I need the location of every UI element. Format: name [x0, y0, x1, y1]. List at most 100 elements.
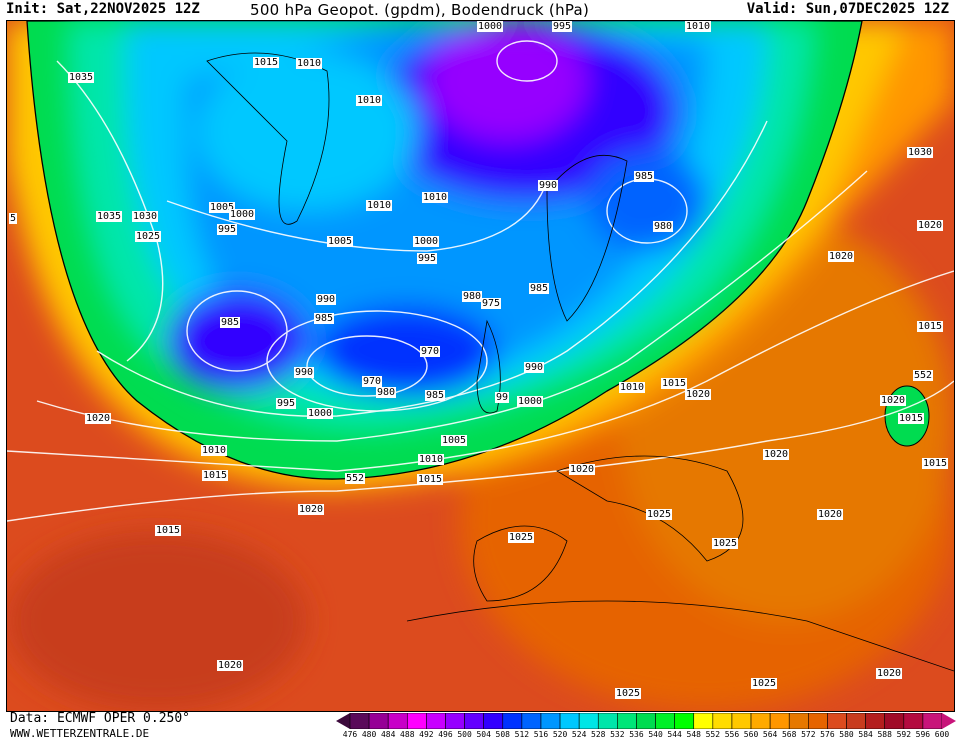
- legend-tick-label: 540: [648, 730, 663, 739]
- isobar-label: 995: [217, 224, 238, 235]
- legend-swatch: [884, 713, 905, 729]
- legend-tick-label: 592: [896, 730, 912, 739]
- legend-tick-label: 496: [438, 730, 453, 739]
- map-title: 500 hPa Geopot. (gpdm), Bodendruck (hPa): [250, 1, 590, 19]
- legend-swatch: [903, 713, 924, 729]
- isobar-label: 1005: [327, 236, 354, 247]
- isobar-label: 990: [294, 367, 315, 378]
- isobar-label: 1035: [68, 72, 95, 83]
- field-zone-588: [7, 531, 307, 711]
- isobar-label: 5: [9, 213, 18, 224]
- legend-swatch: [464, 713, 484, 729]
- legend-tick-label: 596: [915, 730, 931, 739]
- isobar-label: 1020: [876, 668, 903, 679]
- isobar-label: 1020: [763, 449, 790, 460]
- isobar-label: 1000: [307, 408, 334, 419]
- legend-tick-label: 512: [514, 730, 530, 739]
- isobar-label: 990: [538, 180, 559, 191]
- legend-tick-label: 564: [762, 730, 778, 739]
- isobar-label: 990: [524, 362, 545, 373]
- legend-swatch: [426, 713, 446, 729]
- isobar-label: 970: [420, 346, 441, 357]
- isobar-label: 980: [653, 221, 674, 232]
- field-greenland: [197, 51, 417, 211]
- isobar-label: 1005: [441, 435, 468, 446]
- isobar-label: 1025: [615, 688, 642, 699]
- field-low-scandinavia: [587, 151, 707, 251]
- legend-swatch: [655, 713, 675, 729]
- isobar-label: 1025: [508, 532, 535, 543]
- legend-swatch: [788, 713, 809, 729]
- isobar-label: 1015: [155, 525, 182, 536]
- legend-tick-label: 516: [533, 730, 549, 739]
- valid-time: Valid: Sun,07DEC2025 12Z: [746, 1, 949, 17]
- legend-swatch: [521, 713, 542, 729]
- isobar-label: 970: [362, 376, 383, 387]
- isobar-label: 1025: [646, 509, 673, 520]
- legend-swatch: [445, 713, 465, 729]
- isobar-label: 1005: [209, 202, 236, 213]
- legend-swatch: [617, 713, 637, 729]
- isobar-label: 1010: [418, 454, 445, 465]
- legend-swatch: [636, 713, 656, 729]
- isobar-label: 985: [634, 171, 655, 182]
- legend-arrow-high: [942, 713, 956, 729]
- website: WWW.WETTERZENTRALE.DE: [10, 727, 150, 740]
- isobar-label: 1020: [85, 413, 112, 424]
- geopotential-field: [7, 21, 954, 711]
- legend-tick-label: 508: [495, 730, 510, 739]
- isobar-label: 1025: [135, 231, 162, 242]
- legend-tick-label: 556: [724, 730, 740, 739]
- legend-arrow-low: [336, 713, 350, 729]
- legend-tick-label: 588: [877, 730, 892, 739]
- legend-swatch: [712, 713, 733, 729]
- isobar-label: 1010: [296, 58, 323, 69]
- isobar-label: 1015: [417, 474, 444, 485]
- isobar-label: 1010: [356, 95, 383, 106]
- legend-tick-label: 572: [801, 730, 816, 739]
- init-time: Init: Sat,22NOV2025 12Z: [6, 1, 200, 17]
- legend-tick-label: 484: [380, 730, 396, 739]
- isobar-label: 1015: [661, 378, 688, 389]
- isobar-label: 985: [425, 390, 446, 401]
- legend-tick-label: 524: [571, 730, 587, 739]
- color-legend: 476 480 484 488 492 496 500 504 508 512 516 520 524 5…: [336, 713, 956, 741]
- field-low-west: [167, 291, 307, 391]
- legend-tick-label: 600: [934, 730, 950, 739]
- legend-swatch: [674, 713, 695, 729]
- isobar-label: 1000: [413, 236, 440, 247]
- isobar-label: 1010: [366, 200, 393, 211]
- isobar-label: 1015: [202, 470, 229, 481]
- isobar-label: 1020: [298, 504, 325, 515]
- isobar-label: 1020: [569, 464, 596, 475]
- isobar-label: 1025: [751, 678, 778, 689]
- legend-swatch: [750, 713, 771, 729]
- legend-swatch: [559, 713, 580, 729]
- legend-swatch: [827, 713, 847, 729]
- isobar-label: 1010: [201, 445, 228, 456]
- isobar-label: 552: [345, 473, 366, 484]
- isobar-label: 1030: [132, 211, 159, 222]
- isobar-label: 995: [276, 398, 297, 409]
- legend-tick-label: 536: [629, 730, 644, 739]
- legend-tick-label: 560: [743, 730, 759, 739]
- legend-tick-label: 580: [839, 730, 854, 739]
- legend-tick-label: 548: [686, 730, 701, 739]
- legend-tick-label: 488: [400, 730, 415, 739]
- isobar-label: 985: [220, 317, 241, 328]
- isobar-label: 552: [913, 370, 934, 381]
- legend-swatch: [769, 713, 790, 729]
- isobar-label: 1015: [917, 321, 944, 332]
- legend-tick-label: 492: [419, 730, 434, 739]
- legend-tick-label: 500: [457, 730, 472, 739]
- legend-swatch: [922, 713, 943, 729]
- legend-tick-label: 532: [610, 730, 625, 739]
- isobar-label: 1035: [96, 211, 123, 222]
- legend-swatch: [846, 713, 866, 729]
- legend-swatch: [808, 713, 828, 729]
- legend-tick-label: 544: [667, 730, 682, 739]
- isobar-label: 99: [495, 392, 510, 403]
- isobar-label: 1025: [712, 538, 739, 549]
- legend-tick-label: 568: [781, 730, 797, 739]
